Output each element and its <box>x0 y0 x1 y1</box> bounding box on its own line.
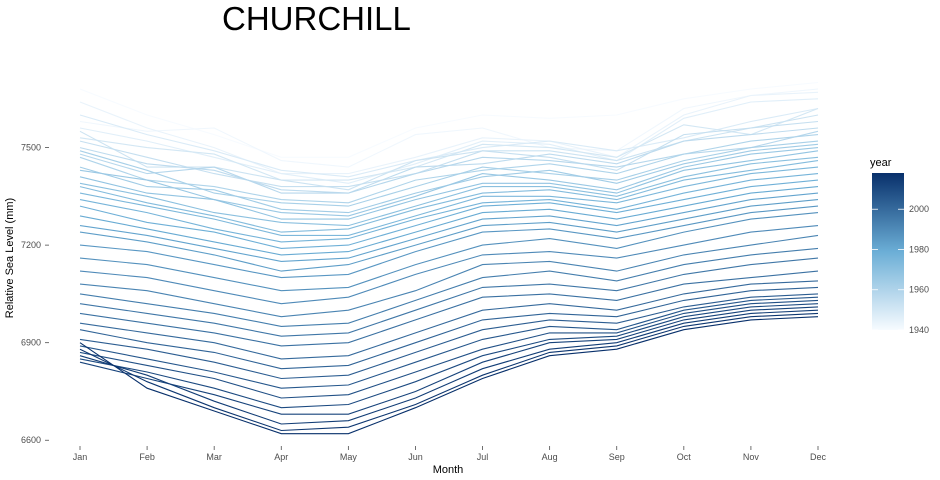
series-line-1958 <box>79 130 819 194</box>
series-line-1968 <box>79 150 819 220</box>
series-line-1984 <box>79 199 819 272</box>
series-line-2008 <box>79 299 819 399</box>
series-line-2010 <box>79 303 819 409</box>
series-line-1992 <box>79 234 819 318</box>
legend-ticks: 1940 1960 1980 2000 <box>872 204 929 335</box>
series-line-1982 <box>79 192 819 262</box>
x-tick-label: Jan <box>73 452 88 462</box>
series-line-2014 <box>79 309 819 425</box>
series-line-1956 <box>79 127 819 194</box>
series-line-2012 <box>79 306 819 415</box>
series-line-1954 <box>79 120 819 188</box>
series-line-2018 <box>79 316 819 435</box>
series-line-1942 <box>79 88 819 168</box>
y-tick-label: 7200 <box>21 240 41 250</box>
y-axis: 6600 6900 7200 7500 <box>21 143 49 445</box>
legend-tick-label: 1980 <box>909 244 929 254</box>
legend-title: year <box>870 157 892 169</box>
series-line-1998 <box>79 270 819 347</box>
series-line-1972 <box>79 160 819 233</box>
series-line-1948 <box>79 107 819 178</box>
series-line-2000 <box>79 280 819 360</box>
legend-tick-label: 2000 <box>909 204 929 214</box>
series-line-2016 <box>79 312 819 432</box>
series-line-1996 <box>79 257 819 337</box>
series-line-1974 <box>79 166 819 236</box>
y-tick-label: 7500 <box>21 143 41 153</box>
series-line-1944 <box>79 91 819 175</box>
series-line-1988 <box>79 212 819 292</box>
x-tick-label: Jun <box>408 452 423 462</box>
x-tick-label: Apr <box>274 452 288 462</box>
y-tick-label: 6900 <box>21 338 41 348</box>
series-layer <box>79 81 819 435</box>
x-tick-label: Dec <box>810 452 827 462</box>
x-axis-title: Month <box>433 464 464 476</box>
x-tick-label: Nov <box>743 452 760 462</box>
series-line-1978 <box>79 179 819 249</box>
series-line-1986 <box>79 205 819 279</box>
series-line-2004 <box>79 293 819 380</box>
y-tick-label: 6600 <box>21 435 41 445</box>
x-axis: Jan Feb Mar Apr May Jun Jul Aug Sep Oct Nov Dec <box>73 446 827 462</box>
color-legend: year 1940 1960 1980 2000 <box>870 157 929 335</box>
x-tick-label: Mar <box>206 452 222 462</box>
series-line-1994 <box>79 247 819 327</box>
series-line-1952 <box>79 114 819 191</box>
series-line-1980 <box>79 186 819 256</box>
series-line-1946 <box>79 98 819 184</box>
legend-color-bar <box>872 173 904 330</box>
chart-title: CHURCHILL <box>222 0 411 37</box>
x-tick-label: Jul <box>477 452 489 462</box>
legend-tick-label: 1940 <box>909 325 929 335</box>
series-line-1976 <box>79 173 819 243</box>
x-tick-label: Oct <box>677 452 692 462</box>
legend-tick-label: 1960 <box>909 285 929 295</box>
series-line-1940 <box>79 81 819 158</box>
series-line-2002 <box>79 286 819 370</box>
x-tick-label: May <box>340 452 358 462</box>
series-line-1966 <box>79 147 819 217</box>
series-line-1960 <box>79 134 819 204</box>
series-line-1990 <box>79 225 819 305</box>
series-line-2006 <box>79 296 819 389</box>
x-tick-label: Sep <box>609 452 625 462</box>
series-line-1970 <box>79 156 819 227</box>
y-axis-title: Relative Sea Level (mm) <box>4 198 16 318</box>
x-tick-label: Aug <box>542 452 558 462</box>
x-tick-label: Feb <box>139 452 155 462</box>
